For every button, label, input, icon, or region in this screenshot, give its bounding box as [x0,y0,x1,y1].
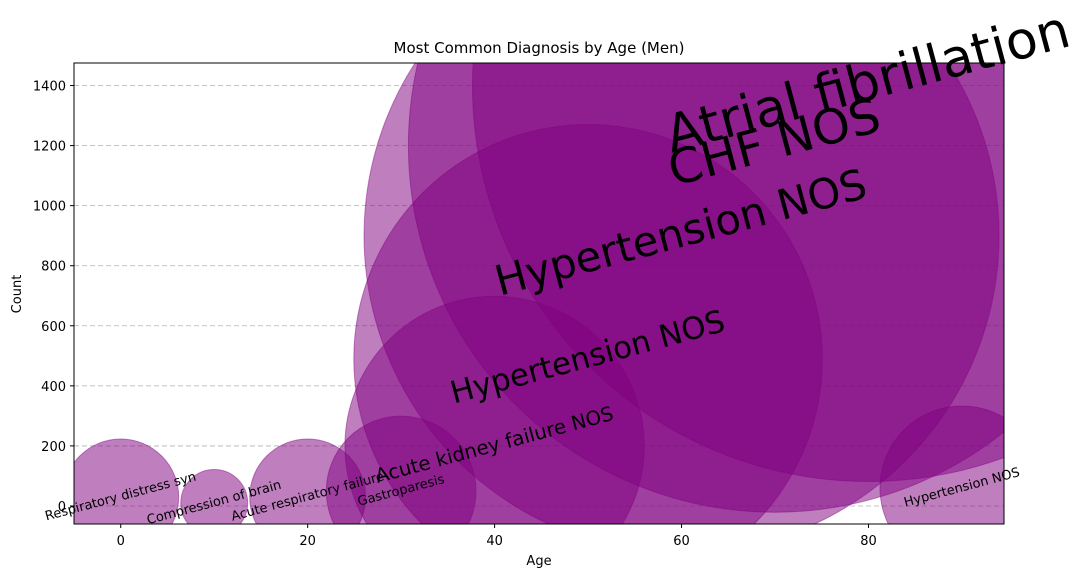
x-tick-label: 60 [673,534,690,549]
bubble [180,469,249,524]
y-tick-label: 800 [41,260,66,275]
chart-title: Most Common Diagnosis by Age (Men) [394,39,685,57]
x-axis: 0 20 40 60 80 [117,524,877,549]
y-tick-label: 1000 [33,200,66,215]
bubble [74,438,180,524]
x-axis-label: Age [526,554,551,569]
y-tick-label: 1400 [33,80,66,95]
bubbles [74,63,1004,524]
y-axis: 0 200 400 600 800 1000 1200 1400 [33,80,74,515]
y-axis-label: Count [10,275,25,314]
y-tick-label: 200 [41,440,66,455]
x-tick-label: 80 [860,534,877,549]
x-tick-label: 40 [486,534,503,549]
y-tick-label: 400 [41,380,66,395]
y-tick-label: 0 [58,500,66,515]
bubble [472,63,1004,482]
y-tick-label: 1200 [33,140,66,155]
bubble [879,405,1004,524]
x-tick-label: 0 [117,534,125,549]
x-tick-label: 20 [299,534,316,549]
plot-frame [73,62,1005,525]
y-tick-label: 600 [41,320,66,335]
